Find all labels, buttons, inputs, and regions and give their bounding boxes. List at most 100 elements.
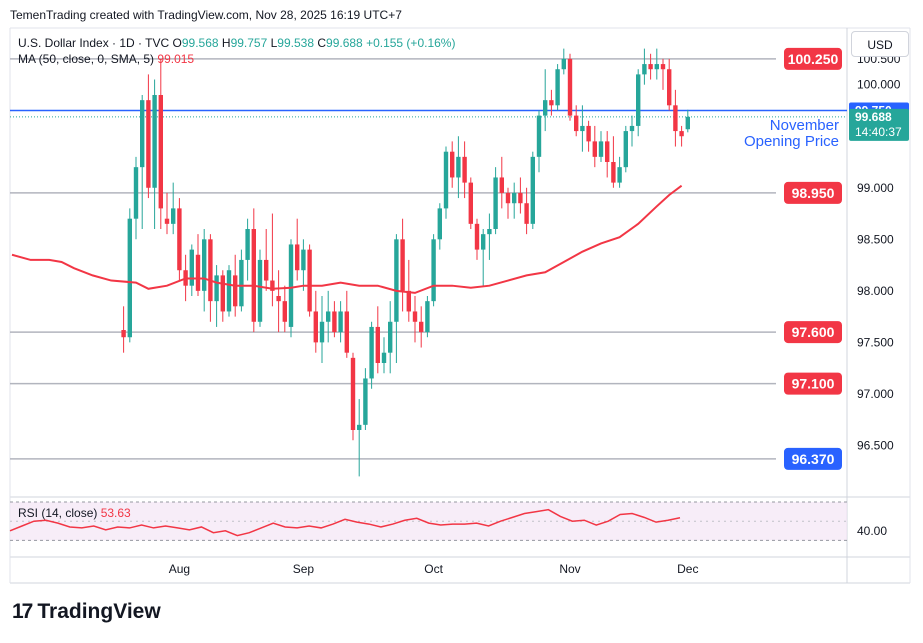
- level-label-text: 96.370: [792, 451, 835, 467]
- time-tick-label: Nov: [559, 562, 580, 576]
- candle-body: [220, 275, 225, 312]
- candle-body: [586, 125, 591, 142]
- candle-body: [394, 239, 399, 322]
- time-axis[interactable]: Aug Sep Oct Nov Dec: [169, 562, 699, 576]
- candle-body: [431, 239, 436, 302]
- ma50-polyline: [11, 184, 683, 294]
- candle-body: [623, 131, 628, 168]
- candle-body: [543, 100, 548, 116]
- candle-body: [288, 244, 294, 327]
- candle-body: [605, 141, 610, 162]
- level-label-text: 100.250: [788, 51, 839, 67]
- candle-body: [419, 321, 424, 333]
- candle-body: [425, 301, 430, 333]
- candlestick-series: [121, 48, 690, 477]
- candle-body: [208, 239, 213, 302]
- candle-body: [121, 330, 126, 338]
- candle-body: [195, 254, 201, 291]
- candle-body: [158, 95, 163, 209]
- tradingview-logo-icon: 17: [12, 600, 33, 623]
- candle-body: [679, 131, 684, 137]
- ma-label: MA (50, close, 0, SMA, 5): [18, 52, 155, 66]
- candle-body: [264, 259, 269, 281]
- candle-body: [642, 64, 647, 75]
- high-label: H: [221, 36, 231, 50]
- candle-body: [344, 311, 349, 353]
- candle-body: [363, 378, 368, 425]
- candle-body: [437, 208, 442, 240]
- candle-body: [660, 64, 666, 70]
- chart-credit: TemenTrading created with TradingView.co…: [10, 8, 402, 22]
- candle-body: [592, 141, 597, 157]
- time-tick-label: Dec: [677, 562, 698, 576]
- candle-body: [350, 357, 356, 430]
- candle-body: [412, 311, 418, 322]
- time-tick-label: Sep: [293, 562, 315, 576]
- candle-body: [481, 234, 486, 250]
- candle-body: [617, 167, 622, 183]
- close-label: C: [317, 36, 327, 50]
- candle-body: [381, 352, 387, 363]
- time-tick-label: Aug: [169, 562, 190, 576]
- currency-button[interactable]: USD: [851, 31, 909, 57]
- candle-body: [512, 192, 517, 204]
- low-value: 99.538: [277, 36, 314, 50]
- open-label: O: [172, 36, 182, 50]
- ma-legend[interactable]: MA (50, close, 0, SMA, 5) 99.015: [18, 52, 194, 66]
- candle-body: [164, 218, 170, 224]
- candle-body: [654, 64, 659, 70]
- rsi-label: RSI (14, close): [18, 506, 98, 520]
- candle-body: [567, 58, 573, 116]
- candle-body: [555, 69, 560, 106]
- last-price-tag: [849, 108, 909, 141]
- candle-body: [629, 125, 635, 132]
- candle-body: [536, 115, 542, 157]
- change-value: +0.155 (+0.16%): [366, 36, 456, 50]
- level-label-text: 98.950: [792, 185, 835, 201]
- candle-body: [369, 326, 374, 379]
- high-value: 99.757: [230, 36, 268, 50]
- candle-body: [456, 156, 461, 178]
- last-price-tag-text: 99.688: [855, 110, 892, 124]
- candle-body: [338, 311, 343, 333]
- price-tick-label: 97.500: [857, 335, 894, 349]
- symbol-legend[interactable]: U.S. Dollar Index · 1D · TVC O99.568 H99…: [18, 36, 455, 50]
- time-tick-label: Oct: [424, 562, 443, 576]
- candle-body: [270, 280, 275, 291]
- rsi-legend[interactable]: RSI (14, close) 53.63: [18, 506, 131, 520]
- candle-body: [202, 239, 207, 291]
- candle-body: [214, 275, 219, 302]
- level-label-box: [784, 181, 842, 204]
- candle-body: [301, 249, 306, 271]
- price-tick-label: 99.000: [857, 181, 894, 195]
- price-tick-label: 97.000: [857, 387, 894, 401]
- rsi-line: [9, 508, 681, 537]
- rsi-panel: [10, 501, 847, 541]
- candle-body: [450, 151, 455, 178]
- open-value: 99.568: [181, 36, 219, 50]
- tradingview-logo-text: TradingView: [37, 600, 161, 623]
- candle-body: [146, 100, 151, 188]
- candle-body: [530, 156, 535, 224]
- candle-body: [487, 229, 492, 235]
- candle-body: [493, 177, 498, 229]
- candle-body: [239, 259, 244, 307]
- annotation-november[interactable]: November: [769, 117, 839, 134]
- low-label: L: [270, 36, 278, 50]
- rsi-tick-label: 40.00: [857, 524, 887, 538]
- ma-value: 99.015: [157, 52, 195, 66]
- moving-average-line: [11, 184, 683, 294]
- candle-body: [611, 162, 616, 183]
- candle-body: [518, 192, 523, 204]
- horizontal-levels[interactable]: [10, 58, 847, 460]
- candle-body: [561, 58, 566, 70]
- annotation-opening-price[interactable]: Opening Price: [743, 133, 839, 150]
- symbol-name: U.S. Dollar Index · 1D · TVC: [18, 36, 170, 50]
- candle-body: [598, 141, 604, 157]
- price-tick-label: 100.000: [857, 78, 901, 92]
- candle-body: [140, 100, 145, 168]
- candle-body: [295, 244, 300, 271]
- candle-body: [636, 74, 641, 126]
- chart-grid: [9, 27, 911, 584]
